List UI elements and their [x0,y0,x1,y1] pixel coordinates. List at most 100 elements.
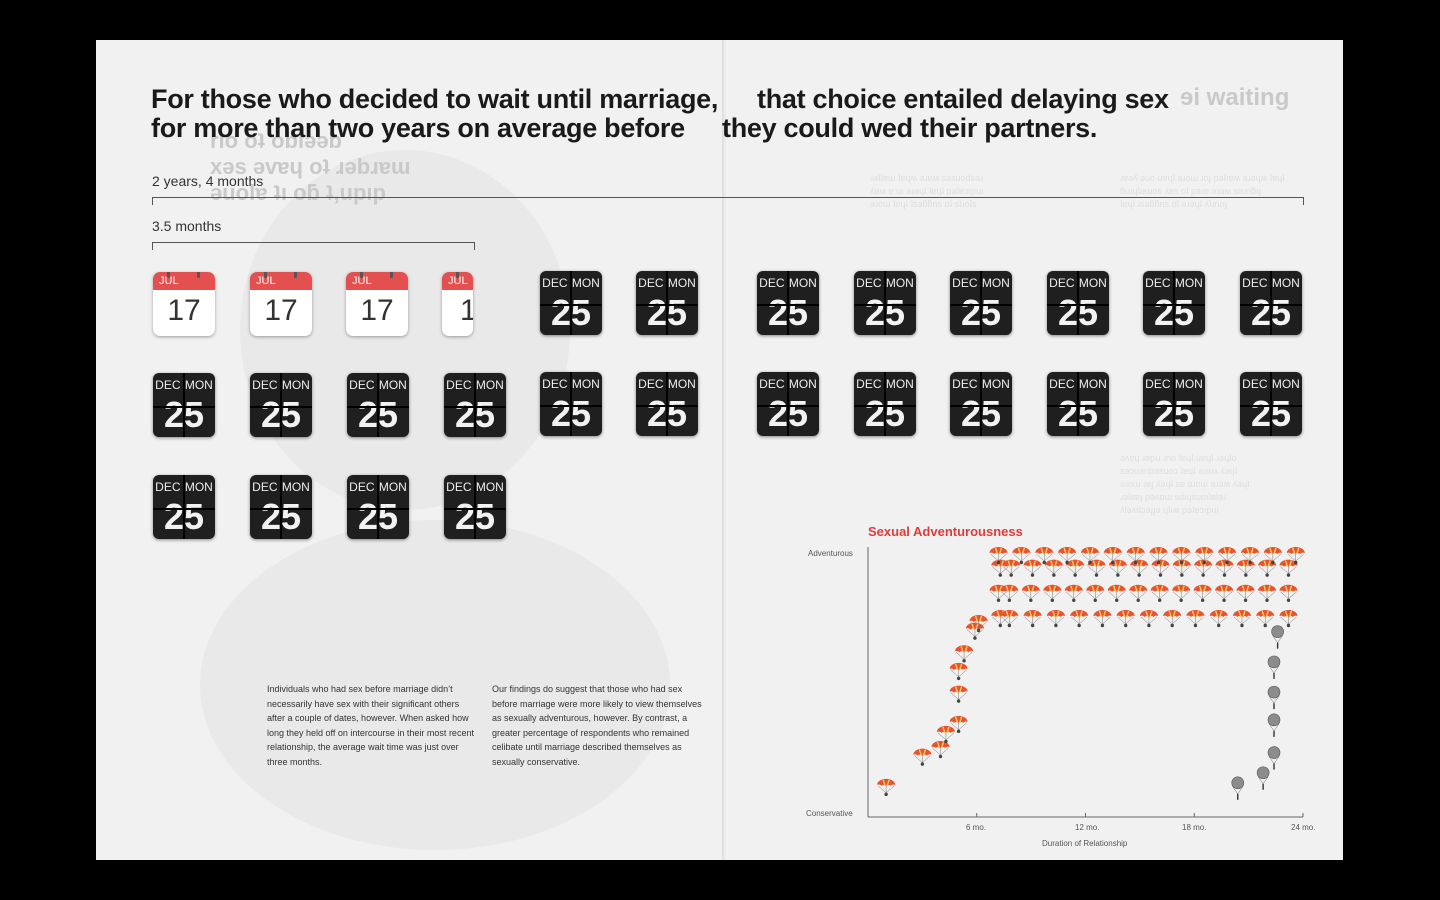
december-flip-calendar-icon: DEC MON 25 [1240,372,1302,436]
december-flip-calendar-icon: DEC MON 25 [1240,271,1302,335]
adventurous-marker [1263,547,1282,565]
chart-axes [867,547,1304,818]
page-gutter [722,40,728,860]
flip-weekday: MON [1271,377,1300,391]
flip-month: DEC [349,378,375,392]
july-calendar-icon: JUL 17 [153,272,215,336]
headline-right-line-1: that choice entailed delaying sex [757,84,1169,114]
conservative-marker [1267,685,1281,710]
flip-month: DEC [252,378,278,392]
conservative-marker [1267,746,1281,770]
flip-month: DEC [1242,377,1268,391]
bleed-through-text-3: ǝʌɐɥ ɹǝpıɹ ɹno ʇɐɥʇ uɐɥʇ ɹǝɥʇo sǝɔuǝnbǝsu… [1120,453,1250,515]
flip-month: DEC [856,377,882,391]
bleed-through-text-2: ɹǝʇʇɐɯ ʇɐɥʍ ǝɹɐʍ sǝsuodsǝɹ ʎɐʍ ɐ uı ǝɹǝɥʇ… [870,173,984,209]
adventurous-marker [1232,610,1251,628]
flip-month: DEC [1049,377,1075,391]
july-calendar-icon: JUL 17 [250,272,312,336]
flip-weekday: MON [981,276,1010,290]
bleed-through-heading: ɘi waiting [1180,84,1290,111]
adventurous-marker [931,741,950,759]
flip-month: DEC [542,377,568,391]
magazine-spread [96,40,1343,860]
december-flip-calendar-icon: DEC MON 25 [153,475,215,539]
flip-weekday: MON [1271,276,1300,290]
flip-weekday: MON [475,378,504,392]
conservative-marker [1256,766,1270,790]
december-flip-calendar-icon: DEC MON 25 [347,475,409,539]
adventurous-marker [1218,547,1237,565]
body-text-left: Individuals who had sex before marriage … [267,684,474,767]
long-wait-label: 2 years, 4 months [152,173,264,189]
flip-weekday: MON [1174,276,1203,290]
december-flip-calendar-icon: DEC MON 25 [250,475,312,539]
adventurous-marker [1058,547,1077,565]
flip-month: DEC [252,480,278,494]
december-flip-calendar-icon: DEC MON 25 [636,271,698,335]
july-calendar-icon-partial: JUL 17 [442,272,473,336]
y-tick-conservative: Conservative [806,809,853,818]
december-flip-calendar-icon: DEC MON 25 [950,271,1012,335]
adventurous-marker [1129,584,1148,602]
flip-weekday: MON [475,480,504,494]
adventurous-marker [949,715,968,734]
december-flip-calendar-icon: DEC MON 25 [540,372,602,436]
flip-month: DEC [1242,276,1268,290]
bleed-through-heading-left: rıo oʇ obiǝǝb xǝs ǝvɐɥ oʇ ɹǝbɹɐɯ ǝuolɐ ʇı … [210,128,411,205]
december-flip-calendar-icon: DEC MON 25 [444,475,506,539]
december-flip-calendar-icon: DEC MON 25 [1143,271,1205,335]
adventurous-marker [1193,584,1212,602]
adventurous-marker [877,778,896,797]
chart-marks [877,547,1305,800]
flip-weekday: MON [571,276,600,290]
flip-weekday: MON [1078,276,1107,290]
flip-weekday: MON [184,480,213,494]
flip-month: DEC [446,480,472,494]
x-tick-24mo: 24 mo. [1291,823,1316,832]
december-flip-calendar-icon: DEC MON 25 [1047,372,1109,436]
flip-month: DEC [759,276,785,290]
adventurous-marker [1023,559,1042,577]
conservative-marker [1231,776,1245,800]
adventurous-marker [1035,547,1054,565]
adventurous-marker [1070,610,1089,628]
short-wait-bracket [152,242,475,250]
adventurous-marker [1000,610,1019,628]
long-wait-bracket [152,197,1304,205]
conservative-marker [1267,713,1281,737]
adventurous-marker [1236,559,1255,577]
flip-month: DEC [446,378,472,392]
adventurous-marker [1012,547,1031,565]
flip-weekday: MON [1174,377,1203,391]
flip-month: DEC [638,276,664,290]
adventurous-marker [1043,584,1062,602]
december-flip-calendar-icon: DEC MON 25 [444,373,506,437]
december-flip-calendar-icon: DEC MON 25 [1047,271,1109,335]
december-flip-calendar-icon: DEC MON 25 [1143,372,1205,436]
flip-month: DEC [759,377,785,391]
flip-weekday: MON [378,480,407,494]
adventurous-marker [1215,584,1234,602]
adventurous-marker [1236,584,1255,602]
adventurous-marker [1258,584,1277,602]
flip-weekday: MON [667,377,696,391]
flip-month: DEC [638,377,664,391]
december-flip-calendar-icon: DEC MON 25 [347,373,409,437]
chart-title: Sexual Adventurousness [868,524,1023,539]
adventurous-marker [965,622,984,640]
december-flip-calendar-icon: DEC MON 25 [757,372,819,436]
adventurous-marker [1086,584,1105,602]
adventurous-marker [1286,547,1305,565]
adventurous-marker [1087,559,1106,577]
december-flip-calendar-icon: DEC MON 25 [854,271,916,335]
adventurous-marker [1151,559,1170,577]
bleed-through-text: ɹɐǝʎ ǝuo uɐɥʇ ǝɹoɯ ɹoɟ pǝʇıɐʍ ǝɹǝɥʍ ʇɐɥʇ… [1120,173,1285,209]
adventurous-marker [949,685,968,703]
adventurous-marker [1256,610,1275,628]
adventurous-marker [913,748,932,766]
flip-month: DEC [1049,276,1075,290]
flip-month: DEC [542,276,568,290]
flip-weekday: MON [571,377,600,391]
july-calendar-icon: JUL 17 [346,272,408,336]
adventurous-marker [949,662,968,681]
